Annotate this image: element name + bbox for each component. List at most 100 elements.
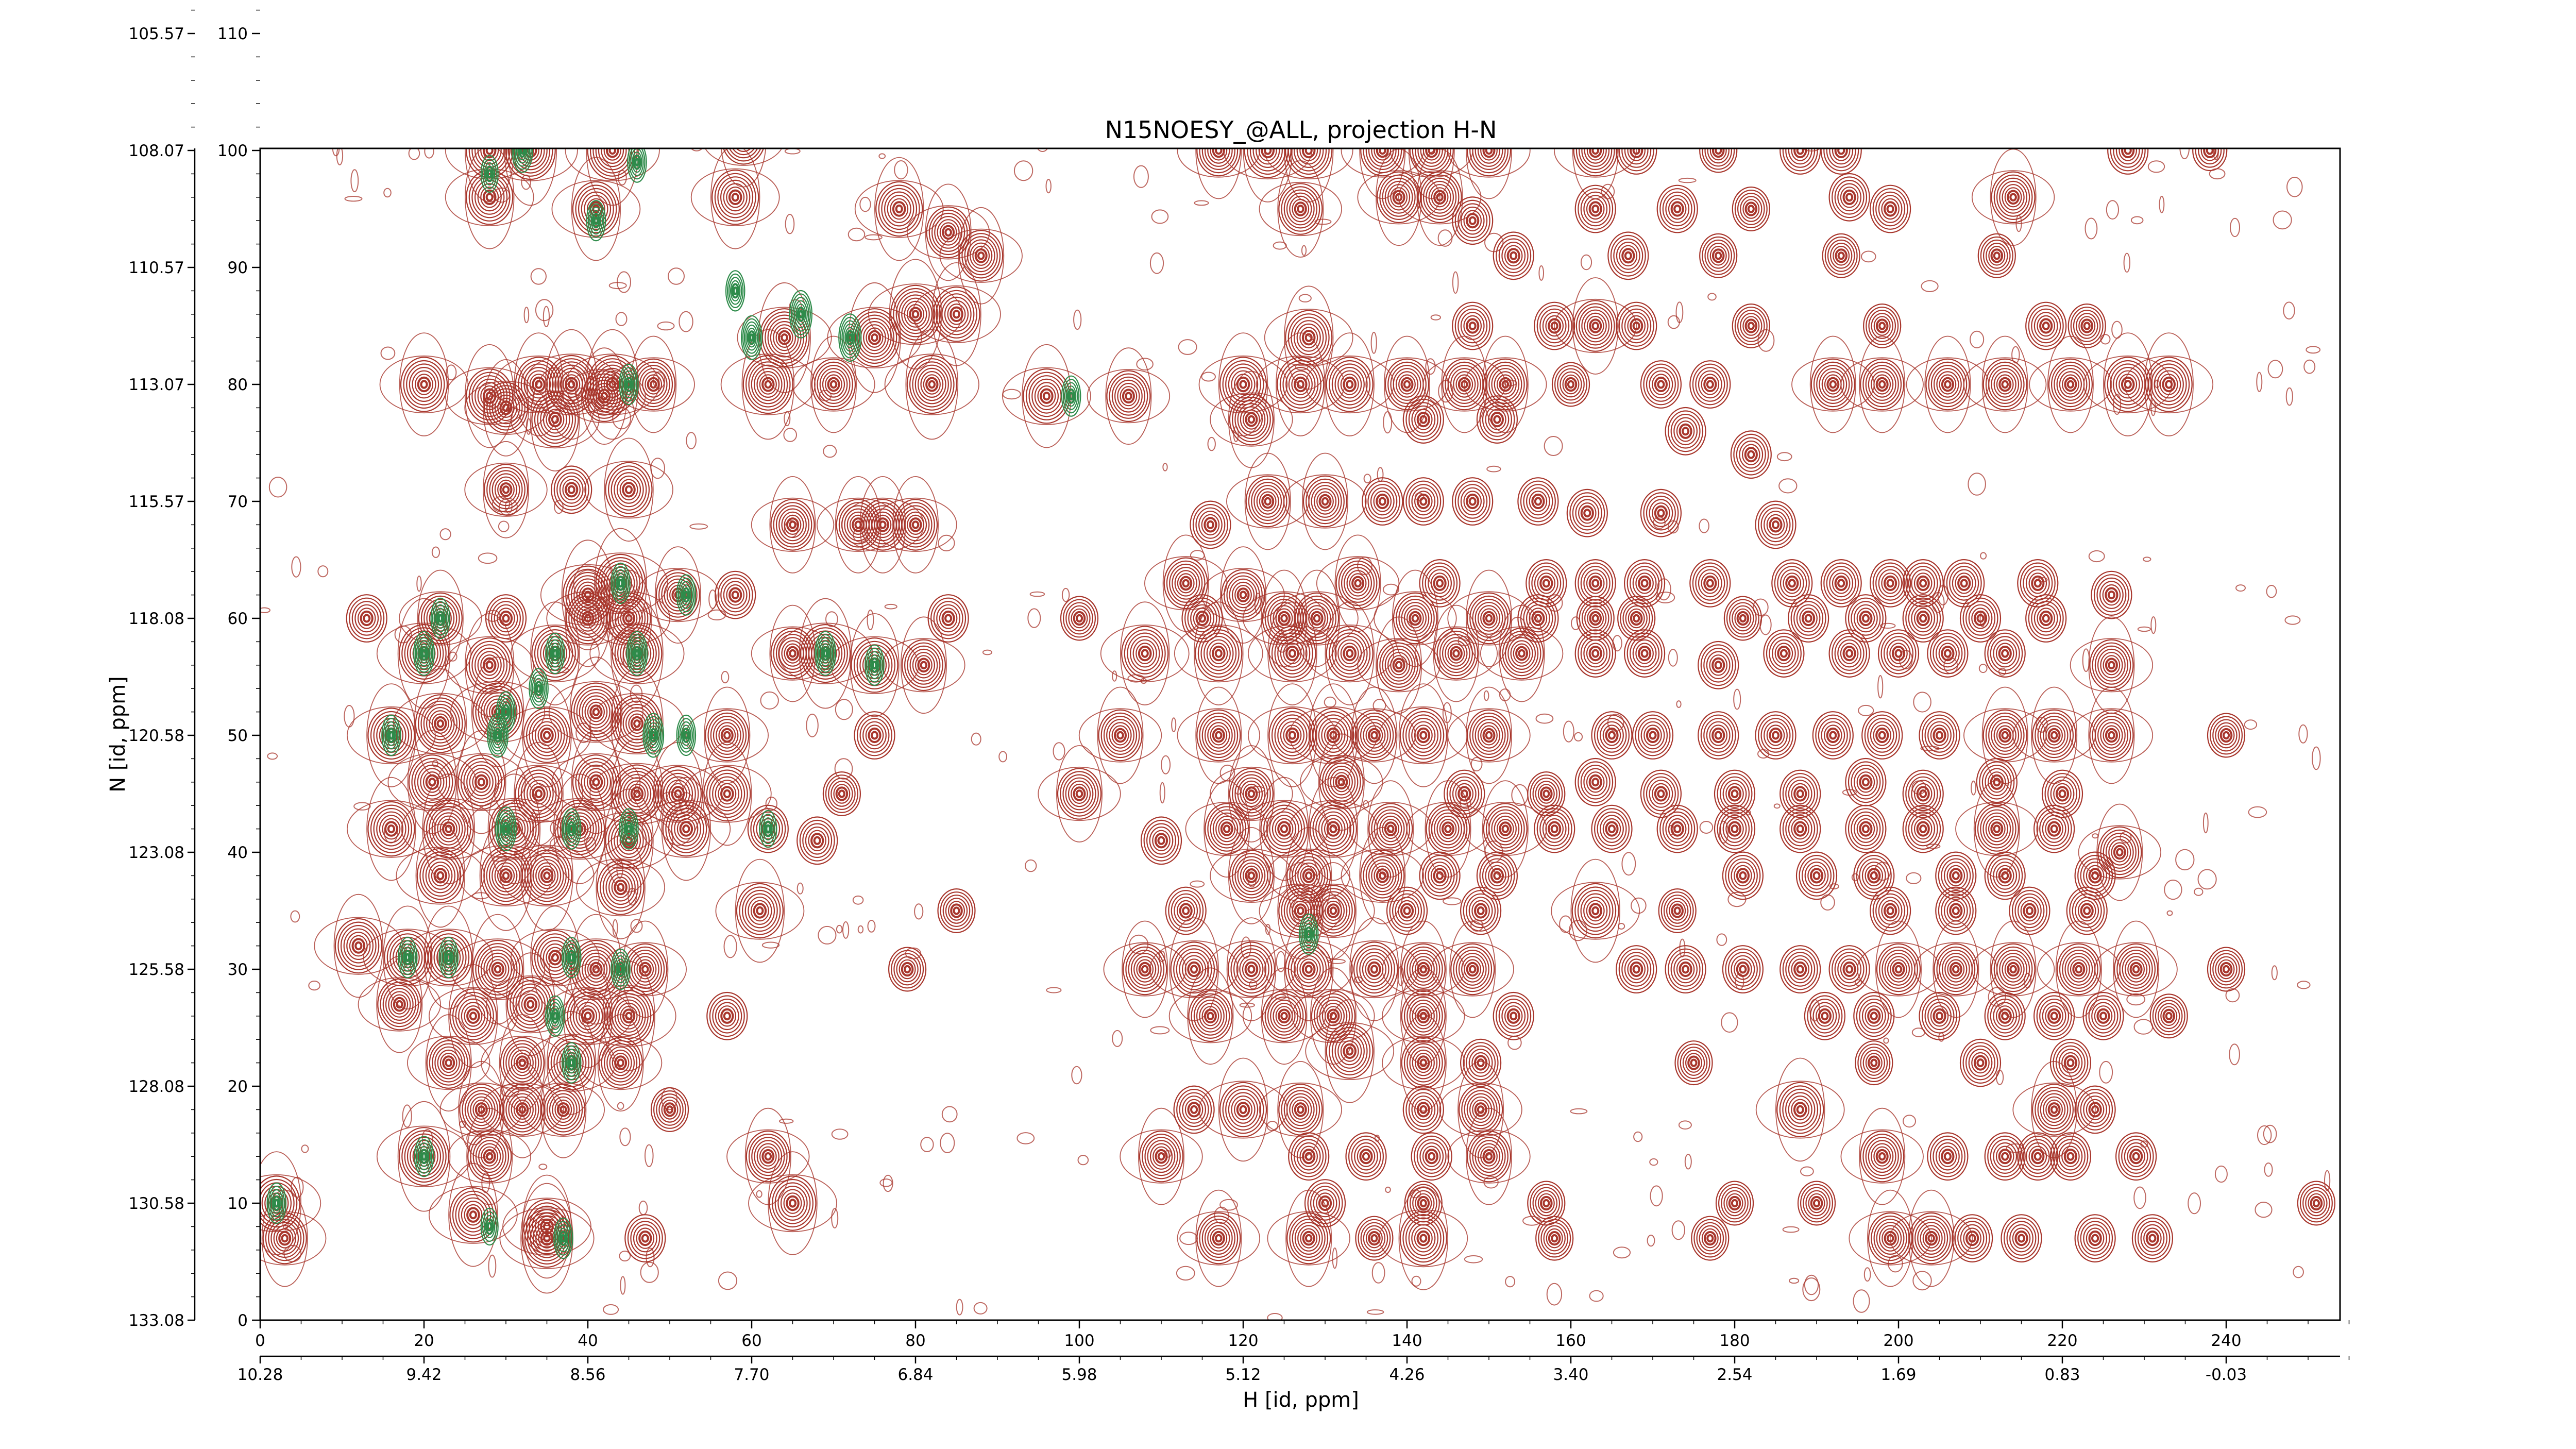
noise-contour [608, 282, 627, 290]
peak-226 [1714, 769, 1756, 818]
peak-90 [1840, 335, 1924, 433]
noise-contour [2255, 1202, 2273, 1218]
noise-contour [2297, 981, 2311, 989]
peak-129 [1526, 559, 1567, 608]
peak-209 [2070, 686, 2154, 784]
noise-contour [818, 925, 837, 945]
peak-88 [1689, 360, 1731, 409]
noise-contour [2264, 1162, 2273, 1177]
peak-273 [937, 888, 976, 933]
noise-contour [1136, 358, 1154, 371]
noise-contour [1452, 271, 1459, 294]
peak-320 [1382, 967, 1465, 1065]
noise-contour [689, 523, 708, 530]
noise-contour [617, 271, 631, 293]
peak-173 [1357, 616, 1440, 714]
peak-338 [1959, 1038, 2002, 1087]
negative-peak-38 [865, 644, 885, 686]
noise-contour [1776, 452, 1792, 462]
noise-contour [615, 312, 628, 326]
noise-contour [1544, 436, 1563, 456]
peak-252 [1845, 804, 1887, 853]
noise-contour [1133, 165, 1149, 188]
peak-372 [1527, 1181, 1566, 1226]
peak-95 [2124, 332, 2214, 436]
x-ppm-tick-label: -0.03 [2206, 1366, 2247, 1384]
noise-contour [721, 671, 730, 684]
peak-359 [1447, 1107, 1531, 1205]
peak-216 [633, 742, 723, 846]
noise-contour [543, 306, 550, 327]
peak-386 [1952, 1214, 1993, 1263]
noise-contour [1757, 329, 1775, 352]
negative-peak-23 [676, 574, 697, 616]
negative-peak-9 [1061, 375, 1081, 417]
noise-contour [865, 234, 883, 241]
noise-contour [1858, 704, 1874, 716]
noise-contour [2088, 550, 2105, 563]
peak-117 [1517, 477, 1559, 526]
peak-31 [1780, 148, 1821, 175]
noise-contour [2324, 1170, 2331, 1191]
noise-contour [1877, 675, 1884, 699]
noise-contour [2263, 1124, 2277, 1143]
noise-contour [1149, 252, 1164, 274]
noise-contour [1699, 518, 1709, 533]
noise-contour [268, 477, 287, 498]
peak-347 [1402, 1085, 1444, 1134]
peak-390 [2297, 1181, 2335, 1226]
peak-354 [726, 1107, 810, 1205]
noise-contour [1778, 478, 1798, 494]
peak-333 [1305, 999, 1395, 1103]
noise-contour [1678, 177, 1697, 183]
peak-317 [1168, 967, 1252, 1065]
peak-266 [1722, 851, 1764, 900]
noise-contour [1178, 339, 1197, 355]
peak-364 [2049, 1132, 2091, 1181]
noise-contour [1667, 315, 1680, 329]
noise-contour [1913, 692, 1931, 713]
peak-150 [1275, 569, 1359, 667]
negative-peak-40 [1298, 913, 1319, 955]
noise-contour [2225, 988, 2240, 1003]
noise-contour [1385, 1186, 1391, 1193]
peak-204 [1812, 711, 1854, 760]
y-index-tick-label: 40 [228, 844, 248, 862]
peak-382 [1535, 1216, 1574, 1261]
y-ppm-tick-label: 123.08 [129, 844, 184, 862]
peak-36 [551, 157, 641, 261]
y-axis-index-ticks: 0102030405060708090100110120 [217, 9, 260, 1330]
noise-contour [1980, 552, 1987, 560]
y-ppm-tick-label: 125.58 [129, 961, 184, 979]
peak-316 [706, 991, 748, 1040]
peak-188 [502, 683, 591, 787]
noise-contour [1921, 280, 1939, 293]
peak-160 [1959, 594, 2002, 643]
y-index-tick-label: 100 [217, 142, 248, 160]
noise-contour [1190, 880, 1205, 888]
noise-contour [883, 1174, 893, 1192]
peak-292 [888, 947, 927, 992]
peak-201 [1632, 711, 1674, 760]
x-axis-label: H [id, ppm] [1243, 1388, 1359, 1412]
peak-54 [1822, 233, 1860, 278]
negative-peak-11 [480, 155, 499, 193]
peak-356 [1288, 1132, 1330, 1181]
y-index-tick-label: 10 [228, 1194, 248, 1213]
noise-contour [617, 1102, 624, 1110]
noise-contour [1861, 250, 1876, 263]
negative-peak-36 [480, 1207, 499, 1246]
peak-131 [1624, 559, 1666, 608]
peak-106 [584, 437, 673, 542]
noise-contour [884, 603, 897, 610]
noise-contour [1570, 1108, 1588, 1115]
noise-contour [2248, 806, 2267, 818]
noise-contour [2202, 812, 2209, 834]
peak-92 [1963, 335, 2047, 433]
x-ppm-tick-label: 5.12 [1225, 1366, 1261, 1384]
peak-190 [589, 668, 685, 779]
noise-contour [973, 1302, 988, 1315]
negative-peak-8 [725, 270, 745, 312]
noise-contour [1854, 979, 1862, 986]
noise-contour [432, 760, 438, 768]
